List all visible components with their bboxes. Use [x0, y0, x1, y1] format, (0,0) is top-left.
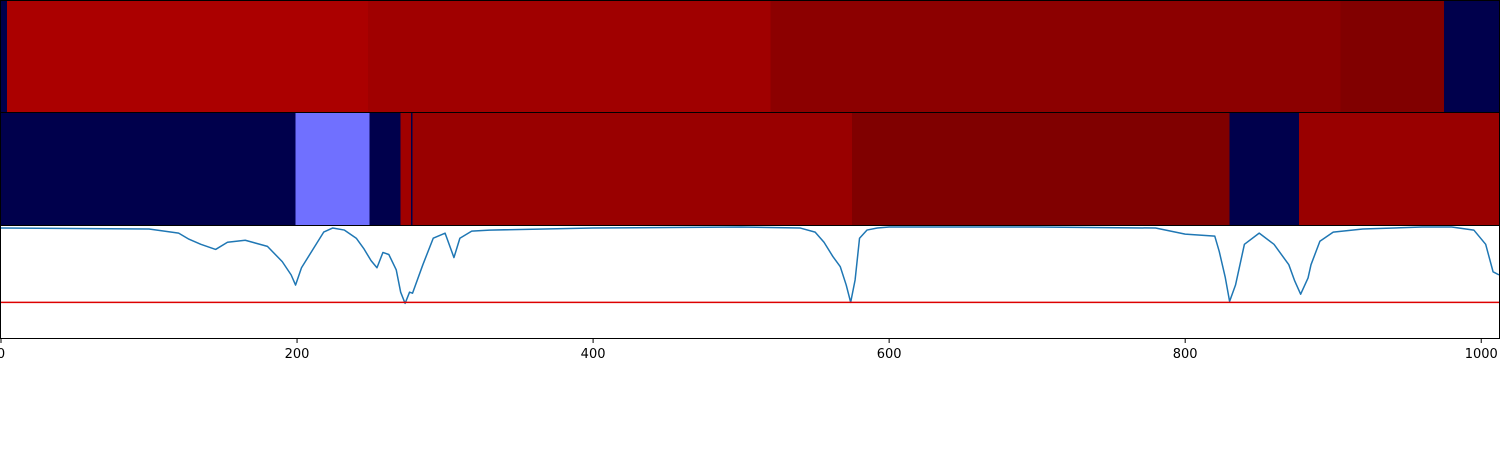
line-plot-panel [0, 225, 1500, 339]
heatmap-segment [412, 113, 853, 225]
heatmap-middle-panel [0, 112, 1500, 226]
x-axis: 0 200 400 600 800 1000 [0, 338, 1498, 362]
heatmap-segment [1340, 1, 1445, 112]
heatmap-segment [770, 1, 1341, 112]
x-tick-label: 1000 [1465, 347, 1498, 362]
x-tick-label: 200 [285, 347, 310, 362]
heatmap-top-panel [0, 0, 1500, 113]
heatmap-segment [368, 1, 771, 112]
x-tick-label: 400 [581, 347, 606, 362]
x-tick-label: 800 [1173, 347, 1198, 362]
series-line [0, 226, 1500, 305]
heatmap-segment [6, 1, 369, 112]
heatmap-segment [1444, 1, 1499, 112]
heatmap-segment [852, 113, 1230, 225]
heatmap-segment [1299, 113, 1499, 225]
heatmap-segment [1229, 113, 1300, 225]
heatmap-segment [1, 113, 296, 225]
heatmap-segment [295, 113, 370, 225]
x-tick-label: 600 [877, 347, 902, 362]
heatmap-segment [400, 113, 412, 225]
x-tick-label: 0 [0, 347, 5, 362]
heatmap-segment [369, 113, 401, 225]
heatmap-segment [411, 113, 413, 225]
plot-background [1, 226, 1499, 338]
heatmap-segment [1, 1, 7, 112]
